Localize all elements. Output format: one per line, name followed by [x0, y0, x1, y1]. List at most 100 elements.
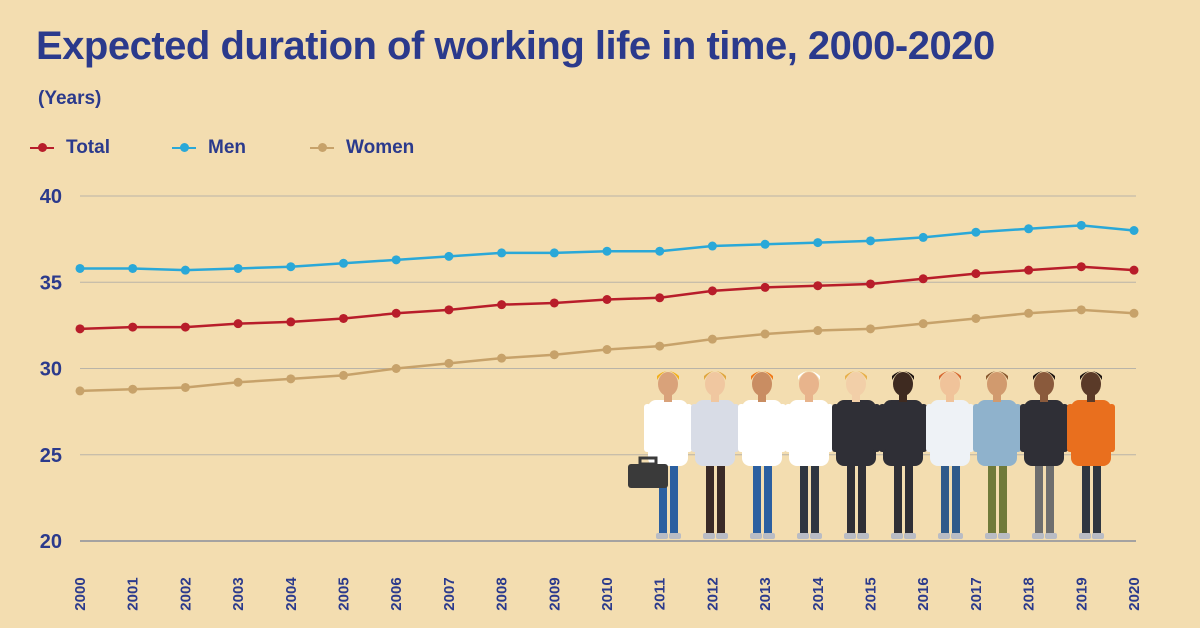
data-point-total	[760, 282, 770, 292]
data-point-men	[128, 263, 138, 273]
x-tick-label: 2000	[72, 577, 89, 610]
x-tick-label: 2007	[441, 577, 458, 610]
x-tick-label: 2019	[1073, 577, 1090, 610]
data-point-total	[918, 274, 928, 284]
workers-illustration	[628, 371, 1115, 539]
data-point-total	[813, 281, 823, 291]
legend-swatch-total	[30, 143, 54, 152]
data-point-women	[655, 341, 665, 351]
data-point-men	[655, 246, 665, 256]
data-point-men	[813, 238, 823, 248]
data-point-women	[75, 386, 85, 396]
data-point-women	[866, 324, 875, 334]
toolbox-icon	[628, 464, 668, 488]
worker-figure	[738, 371, 786, 539]
series-lines	[75, 220, 1139, 396]
data-point-total	[655, 293, 665, 303]
data-point-total	[1076, 262, 1086, 272]
data-point-women	[286, 374, 296, 384]
data-point-men	[602, 246, 612, 256]
x-tick-label: 2008	[494, 577, 511, 610]
x-tick-label: 2020	[1126, 577, 1143, 610]
data-point-women	[1129, 308, 1139, 318]
data-point-men	[1129, 226, 1139, 235]
data-point-women	[1024, 308, 1034, 318]
y-tick-label: 20	[40, 531, 62, 553]
data-point-men	[866, 236, 875, 246]
data-point-women	[707, 334, 717, 344]
worker-figure	[691, 371, 739, 539]
legend-swatch-men	[172, 143, 196, 152]
data-point-women	[233, 377, 243, 387]
data-point-total	[1129, 265, 1139, 275]
x-tick-label: 2004	[283, 577, 300, 611]
data-point-women	[1076, 305, 1086, 315]
legend-label-total: Total	[66, 137, 110, 158]
data-point-total	[866, 279, 875, 289]
data-point-total	[497, 300, 507, 310]
y-tick-label: 30	[40, 359, 62, 381]
worker-figure	[973, 371, 1021, 539]
worker-figure	[1067, 371, 1115, 539]
worker-figure	[644, 371, 692, 539]
data-point-women	[180, 382, 190, 392]
x-tick-label: 2002	[177, 577, 194, 610]
legend-label-men: Men	[208, 137, 246, 158]
x-tick-label: 2013	[757, 577, 774, 610]
legend-swatch-women	[310, 143, 334, 152]
data-point-men	[233, 263, 243, 273]
x-tick-label: 2010	[599, 577, 616, 610]
x-tick-label: 2012	[704, 577, 721, 610]
y-tick-label: 35	[40, 272, 62, 294]
data-point-total	[1024, 265, 1034, 275]
data-point-total	[391, 308, 401, 318]
x-tick-label: 2011	[652, 578, 669, 611]
data-point-men	[707, 241, 717, 251]
data-point-women	[918, 319, 928, 329]
x-tick-label: 2003	[230, 577, 247, 610]
data-point-total	[971, 269, 981, 279]
data-point-men	[918, 232, 928, 242]
x-tick-label: 2006	[388, 577, 405, 610]
data-point-men	[286, 262, 296, 272]
data-point-total	[707, 286, 717, 296]
y-tick-label: 40	[40, 186, 62, 208]
data-point-men	[497, 248, 507, 258]
x-tick-label: 2001	[125, 577, 142, 610]
x-tick-label: 2014	[810, 577, 827, 611]
worker-figure	[879, 371, 927, 539]
data-point-women	[760, 329, 770, 339]
worker-figure	[926, 371, 974, 539]
x-tick-label: 2009	[546, 577, 563, 610]
x-axis-ticks: 2000 2001 2002 2003 2004 2005 2006 2007 2008 2009…	[72, 577, 1143, 611]
data-point-women	[128, 384, 138, 394]
data-point-total	[339, 313, 348, 323]
data-point-men	[1024, 224, 1034, 234]
data-point-total	[444, 305, 454, 315]
data-point-men	[971, 227, 981, 237]
y-axis-ticks: 20 25 30 35 40	[40, 186, 62, 553]
data-point-women	[971, 313, 981, 323]
x-tick-label: 2016	[915, 577, 932, 610]
data-point-total	[75, 324, 85, 334]
data-point-women	[602, 345, 612, 355]
worker-figure	[1020, 371, 1068, 539]
data-point-men	[549, 248, 559, 258]
data-point-men	[75, 263, 85, 273]
x-tick-label: 2017	[968, 577, 985, 610]
data-point-men	[444, 251, 454, 261]
data-point-women	[497, 353, 507, 363]
data-point-men	[339, 258, 348, 268]
chart-title: Expected duration of working life in tim…	[36, 24, 995, 68]
data-point-total	[286, 317, 296, 327]
x-tick-label: 2015	[863, 577, 880, 610]
data-point-men	[1076, 220, 1086, 230]
x-tick-label: 2018	[1021, 577, 1038, 610]
data-point-women	[549, 350, 559, 360]
data-point-total	[233, 319, 243, 329]
x-tick-label: 2005	[336, 577, 353, 610]
data-point-women	[444, 358, 454, 368]
worker-figure	[832, 371, 880, 539]
legend-label-women: Women	[346, 137, 415, 158]
